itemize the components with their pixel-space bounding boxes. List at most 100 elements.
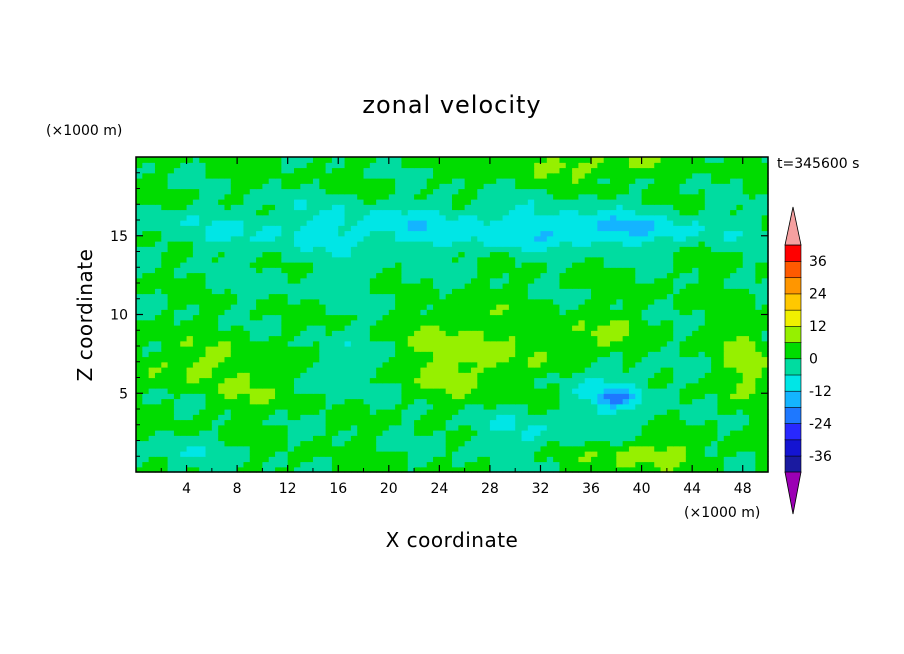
- field-cell: [635, 277, 643, 284]
- field-cell: [515, 440, 523, 447]
- field-cell: [660, 325, 668, 331]
- field-cell: [464, 304, 472, 310]
- field-cell: [142, 246, 150, 253]
- field-cell: [572, 461, 579, 468]
- field-cell: [338, 403, 346, 410]
- field-cell: [325, 361, 333, 368]
- field-cell: [470, 262, 478, 268]
- field-cell: [692, 319, 700, 326]
- field-cell: [148, 314, 156, 321]
- field-cell: [445, 277, 453, 284]
- field-cell: [382, 283, 390, 289]
- field-cell: [281, 288, 289, 295]
- field-cell: [262, 414, 270, 421]
- field-cell: [502, 367, 510, 373]
- field-cell: [312, 288, 320, 295]
- field-cell: [262, 382, 270, 389]
- field-cell: [622, 440, 630, 447]
- field-cell: [180, 398, 188, 405]
- field-cell: [685, 445, 693, 452]
- field-cell: [161, 220, 169, 226]
- field-cell: [192, 346, 200, 352]
- field-cell: [180, 346, 188, 352]
- field-cell: [256, 424, 263, 431]
- field-cell: [635, 256, 643, 263]
- field-cell: [761, 267, 769, 274]
- field-cell: [433, 293, 440, 300]
- field-cell: [578, 319, 586, 326]
- field-cell: [433, 330, 440, 337]
- field-cell: [426, 283, 434, 289]
- field-cell: [679, 335, 687, 342]
- field-cell: [508, 225, 516, 232]
- field-cell: [553, 456, 561, 463]
- field-cell: [192, 230, 200, 237]
- field-cell: [268, 419, 276, 426]
- field-cell: [325, 214, 333, 221]
- field-cell: [628, 351, 636, 358]
- field-cell: [319, 262, 327, 268]
- field-cell: [622, 367, 630, 373]
- field-cell: [749, 277, 756, 284]
- field-cell: [230, 403, 238, 410]
- field-cell: [287, 256, 295, 263]
- field-cell: [761, 382, 769, 389]
- field-cell: [622, 330, 630, 337]
- field-cell: [173, 241, 181, 247]
- field-cell: [559, 325, 567, 331]
- field-cell: [426, 309, 434, 316]
- field-cell: [180, 309, 188, 316]
- field-cell: [647, 309, 655, 316]
- field-cell: [540, 398, 548, 405]
- field-cell: [584, 466, 592, 473]
- field-cell: [199, 293, 207, 300]
- field-cell: [136, 388, 143, 394]
- field-cell: [641, 256, 649, 263]
- field-cell: [749, 435, 756, 442]
- field-cell: [192, 424, 200, 431]
- field-cell: [483, 435, 491, 442]
- field-cell: [578, 241, 586, 247]
- field-cell: [628, 377, 636, 384]
- field-cell: [673, 256, 681, 263]
- field-cell: [319, 314, 327, 321]
- field-cell: [496, 424, 504, 431]
- field-cell: [521, 220, 529, 226]
- field-cell: [445, 377, 453, 384]
- field-cell: [167, 288, 175, 295]
- field-cell: [704, 267, 712, 274]
- field-cell: [173, 398, 181, 405]
- field-cell: [717, 361, 725, 368]
- field-cell: [180, 235, 188, 242]
- field-cell: [622, 351, 630, 358]
- field-cell: [647, 382, 655, 389]
- field-cell: [654, 356, 662, 363]
- field-cell: [534, 424, 542, 431]
- field-cell: [742, 409, 750, 415]
- field-cell: [376, 304, 384, 310]
- field-cell: [426, 419, 434, 426]
- field-cell: [742, 393, 750, 400]
- field-cell: [281, 346, 289, 352]
- field-cell: [369, 451, 377, 457]
- field-cell: [294, 220, 301, 226]
- field-cell: [401, 414, 409, 421]
- field-cell: [281, 251, 289, 258]
- field-cell: [470, 277, 478, 284]
- field-cell: [711, 382, 719, 389]
- field-cell: [395, 356, 403, 363]
- field-cell: [161, 214, 169, 221]
- field-cell: [654, 230, 662, 237]
- field-cell: [275, 214, 282, 221]
- field-cell: [300, 241, 308, 247]
- field-cell: [376, 251, 384, 258]
- field-cell: [553, 451, 561, 457]
- field-cell: [369, 393, 377, 400]
- field-cell: [483, 304, 491, 310]
- field-cell: [180, 314, 188, 321]
- field-cell: [502, 251, 510, 258]
- field-cell: [186, 403, 194, 410]
- field-cell: [306, 367, 314, 373]
- field-cell: [647, 241, 655, 247]
- field-cell: [489, 340, 497, 347]
